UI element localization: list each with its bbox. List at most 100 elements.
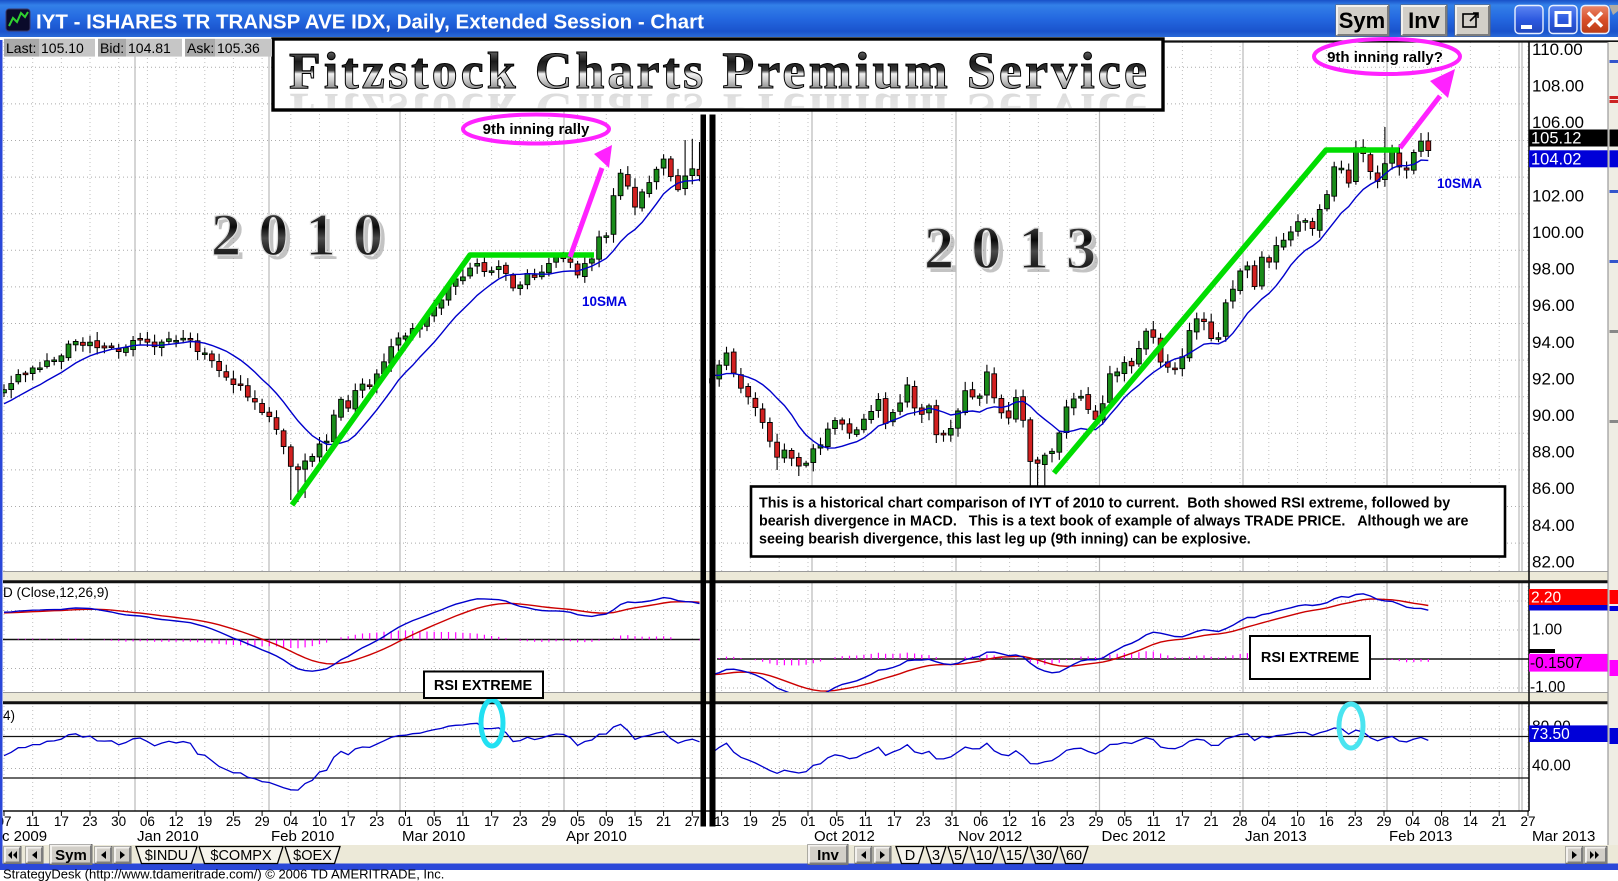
svg-text:04: 04 <box>1405 814 1421 829</box>
svg-text:17: 17 <box>341 814 356 829</box>
svg-text:12: 12 <box>1002 814 1017 829</box>
svg-text:04: 04 <box>1261 814 1277 829</box>
svg-text:07: 07 <box>0 814 12 829</box>
svg-text:StrategyDesk (http://www.tdame: StrategyDesk (http://www.tdameritrade.co… <box>3 867 444 881</box>
svg-text:105.36: 105.36 <box>217 40 260 56</box>
svg-text:28: 28 <box>1232 814 1247 829</box>
svg-text:RSI EXTREME: RSI EXTREME <box>1261 650 1360 666</box>
svg-text:D (Close,12,26,9): D (Close,12,26,9) <box>3 585 109 600</box>
svg-text:11: 11 <box>456 814 470 829</box>
svg-text:12: 12 <box>169 814 184 829</box>
svg-text:10SMA: 10SMA <box>1437 176 1482 191</box>
svg-text:19: 19 <box>743 814 758 829</box>
svg-text:05: 05 <box>829 814 844 829</box>
svg-text:23: 23 <box>1348 814 1363 829</box>
svg-text:Inv: Inv <box>817 847 839 864</box>
svg-text:60: 60 <box>1066 848 1082 864</box>
svg-text:3: 3 <box>932 848 940 864</box>
svg-text:88.00: 88.00 <box>1532 443 1575 462</box>
svg-text:$INDU: $INDU <box>145 848 189 864</box>
svg-text:09: 09 <box>599 814 614 829</box>
svg-text:21: 21 <box>656 814 671 829</box>
svg-text:Last:: Last: <box>6 40 36 56</box>
svg-text:13: 13 <box>714 814 729 829</box>
svg-text:10: 10 <box>1290 814 1305 829</box>
svg-text:2.20: 2.20 <box>1531 590 1562 607</box>
svg-text:04: 04 <box>283 814 299 829</box>
svg-text:15: 15 <box>1006 848 1022 864</box>
svg-text:23: 23 <box>82 814 97 829</box>
svg-text:73.50: 73.50 <box>1531 726 1570 743</box>
svg-text:96.00: 96.00 <box>1532 296 1575 315</box>
svg-text:9th inning rally?: 9th inning rally? <box>1327 49 1443 66</box>
svg-text:5: 5 <box>954 848 962 864</box>
svg-text:82.00: 82.00 <box>1532 552 1575 571</box>
svg-text:16: 16 <box>1031 814 1046 829</box>
svg-text:23: 23 <box>369 814 384 829</box>
svg-text:01: 01 <box>800 814 815 829</box>
svg-text:D: D <box>905 848 915 864</box>
svg-text:100.00: 100.00 <box>1532 223 1584 242</box>
svg-text:14: 14 <box>1463 814 1479 829</box>
svg-text:108.00: 108.00 <box>1532 77 1584 96</box>
svg-text:This is a historical chart com: This is a historical chart comparison of… <box>759 496 1450 512</box>
svg-text:17: 17 <box>1175 814 1190 829</box>
svg-text:Mar 2010: Mar 2010 <box>402 828 465 845</box>
svg-text:01: 01 <box>398 814 413 829</box>
svg-text:104.02: 104.02 <box>1531 151 1581 169</box>
svg-text:Feb 2013: Feb 2013 <box>1389 828 1452 845</box>
svg-text:11: 11 <box>1147 814 1161 829</box>
svg-text:19: 19 <box>197 814 212 829</box>
svg-text:05: 05 <box>427 814 442 829</box>
svg-text:RSI EXTREME: RSI EXTREME <box>434 678 533 694</box>
svg-text:23: 23 <box>1060 814 1075 829</box>
svg-text:105.10: 105.10 <box>41 40 84 56</box>
svg-text:05: 05 <box>570 814 585 829</box>
svg-text:Sym: Sym <box>1339 8 1385 33</box>
svg-text:10SMA: 10SMA <box>582 294 627 309</box>
svg-text:Apr 2010: Apr 2010 <box>566 828 627 845</box>
svg-text:10: 10 <box>312 814 327 829</box>
svg-text:1.00: 1.00 <box>1532 622 1563 639</box>
svg-text:seeing bearish divergence, thi: seeing bearish divergence, this last leg… <box>759 532 1251 548</box>
svg-text:06: 06 <box>140 814 155 829</box>
svg-text:Oct 2012: Oct 2012 <box>814 828 875 845</box>
svg-text:11: 11 <box>26 814 40 829</box>
svg-text:17: 17 <box>54 814 69 829</box>
svg-text:105.12: 105.12 <box>1531 130 1581 148</box>
svg-text:Ask:: Ask: <box>187 40 214 56</box>
svg-text:Sym: Sym <box>55 847 87 864</box>
svg-text:29: 29 <box>541 814 556 829</box>
svg-text:Feb 2010: Feb 2010 <box>271 828 334 845</box>
svg-text:30: 30 <box>1036 848 1052 864</box>
svg-text:15: 15 <box>627 814 642 829</box>
svg-text:Jan 2013: Jan 2013 <box>1245 828 1307 845</box>
svg-text:17: 17 <box>887 814 902 829</box>
svg-text:31: 31 <box>944 814 959 829</box>
svg-text:$OEX: $OEX <box>293 848 332 864</box>
svg-text:92.00: 92.00 <box>1532 369 1575 388</box>
svg-text:90.00: 90.00 <box>1532 406 1575 425</box>
svg-text:104.81: 104.81 <box>128 40 171 56</box>
svg-text:30: 30 <box>111 814 126 829</box>
svg-text:21: 21 <box>1204 814 1219 829</box>
svg-text:17: 17 <box>484 814 499 829</box>
svg-text:29: 29 <box>1376 814 1391 829</box>
svg-text:106.00: 106.00 <box>1532 113 1584 132</box>
svg-text:Bid:: Bid: <box>100 40 124 56</box>
svg-text:9th inning rally: 9th inning rally <box>483 121 590 138</box>
svg-text:05: 05 <box>1117 814 1132 829</box>
svg-text:23: 23 <box>513 814 528 829</box>
svg-text:25: 25 <box>772 814 787 829</box>
svg-text:bearish divergence in MACD.: bearish divergence in MACD. This is a te… <box>759 514 1468 530</box>
svg-text:-1.00: -1.00 <box>1530 679 1566 696</box>
svg-text:98.00: 98.00 <box>1532 260 1575 279</box>
svg-text:Jan 2010: Jan 2010 <box>137 828 199 845</box>
svg-text:10: 10 <box>976 848 992 864</box>
svg-text:29: 29 <box>1088 814 1103 829</box>
svg-text:21: 21 <box>1492 814 1507 829</box>
svg-text:25: 25 <box>226 814 241 829</box>
svg-text:08: 08 <box>1434 814 1449 829</box>
svg-text:Inv: Inv <box>1408 8 1441 33</box>
svg-text:86.00: 86.00 <box>1532 479 1575 498</box>
